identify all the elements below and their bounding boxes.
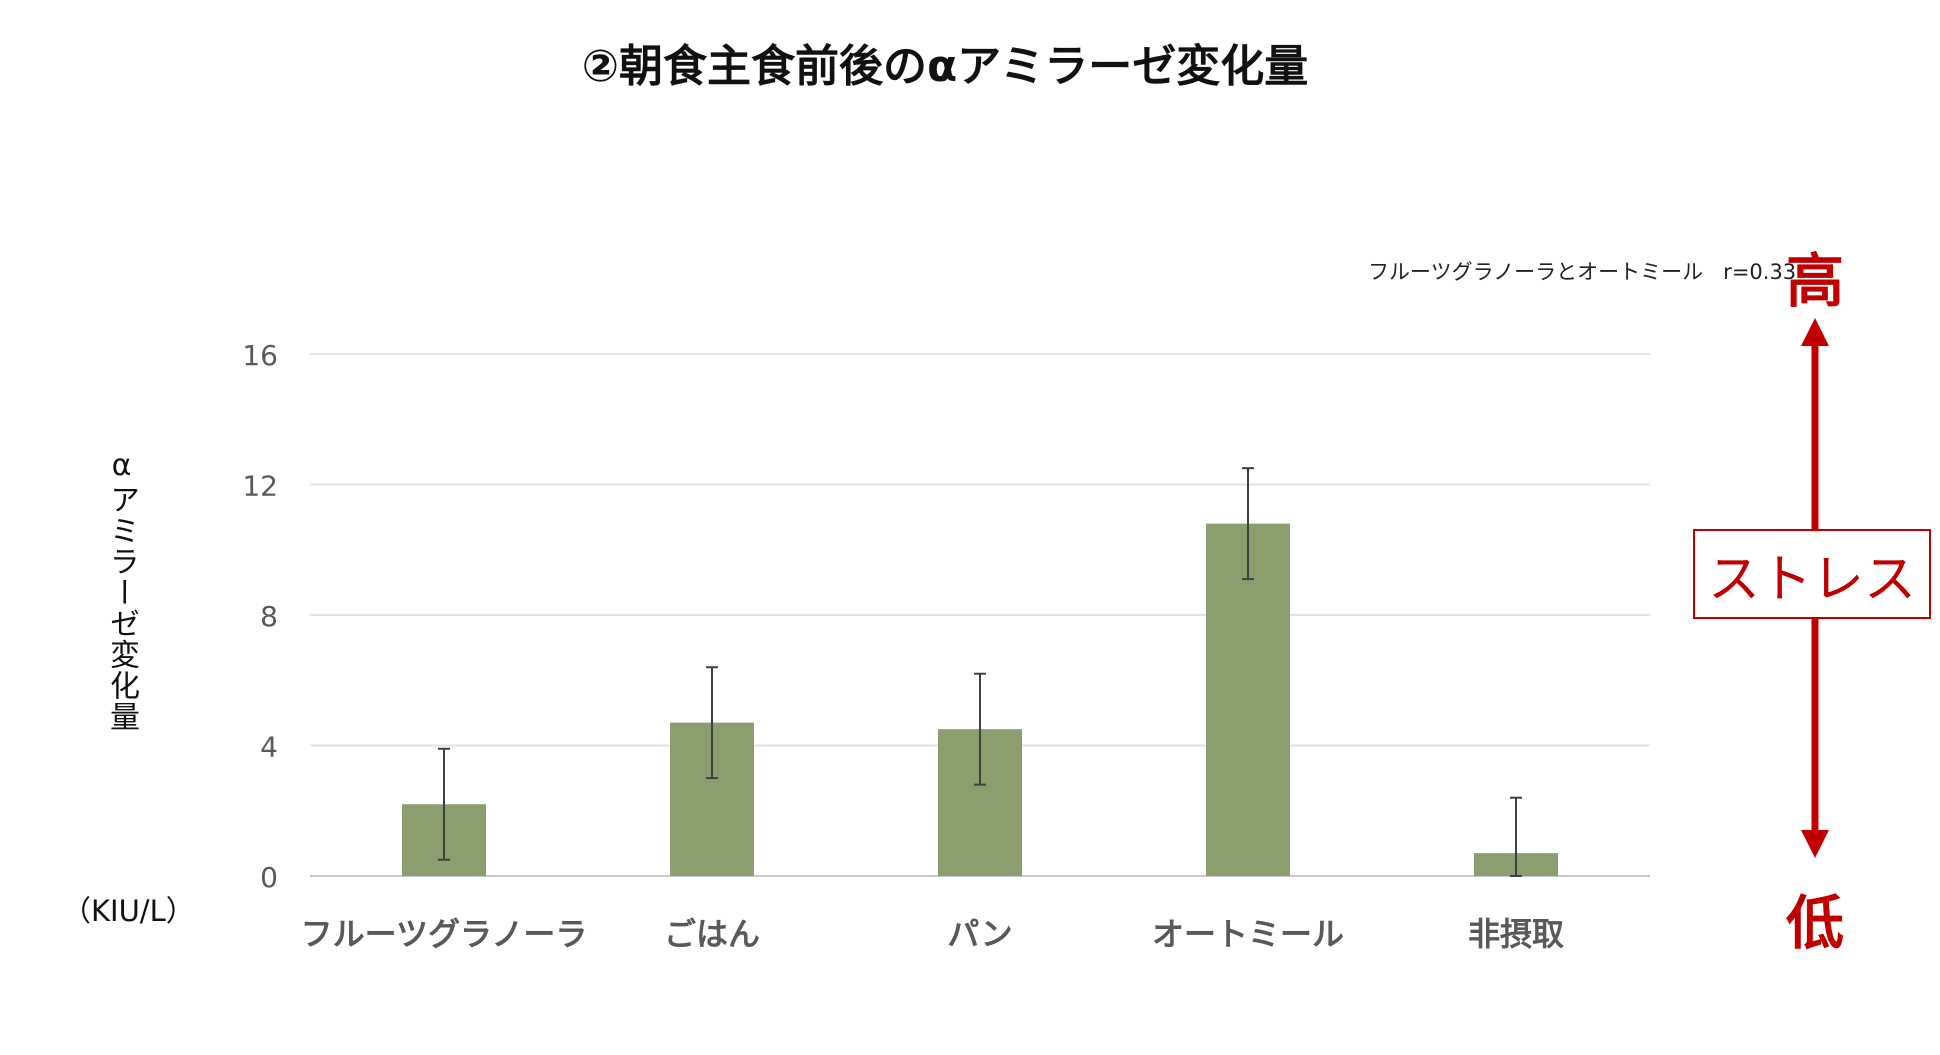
y-axis-label: αアミラーゼ変化量 (104, 448, 139, 732)
stress-high-label: 高 (1785, 247, 1844, 315)
bar (1206, 523, 1290, 876)
correlation-note: フルーツグラノーラとオートミール r=0.33 (1368, 260, 1797, 284)
stress-label-box: ストレス (1693, 529, 1931, 619)
x-tick-label: 非摂取 (1468, 915, 1564, 953)
y-tick-label: 4 (260, 731, 278, 764)
y-tick-label: 8 (260, 600, 278, 633)
stress-low-label: 低 (1785, 889, 1844, 957)
x-tick-label: パン (947, 915, 1013, 953)
x-tick-label: オートミール (1152, 915, 1344, 953)
y-tick-label: 16 (242, 339, 278, 372)
unit-label: （KIU/L） (62, 894, 195, 928)
x-tick-label: フルーツグラノーラ (301, 915, 588, 953)
chart-title: ②朝食主食前後のαアミラーゼ変化量 (581, 41, 1309, 92)
x-tick-label: ごはん (664, 915, 760, 953)
stress-label: ストレス (1707, 549, 1916, 610)
stress-arrow-down-head (1801, 830, 1829, 858)
y-tick-label: 12 (242, 470, 278, 503)
stress-arrow-up-head (1801, 318, 1829, 346)
y-tick-label: 0 (260, 861, 278, 894)
